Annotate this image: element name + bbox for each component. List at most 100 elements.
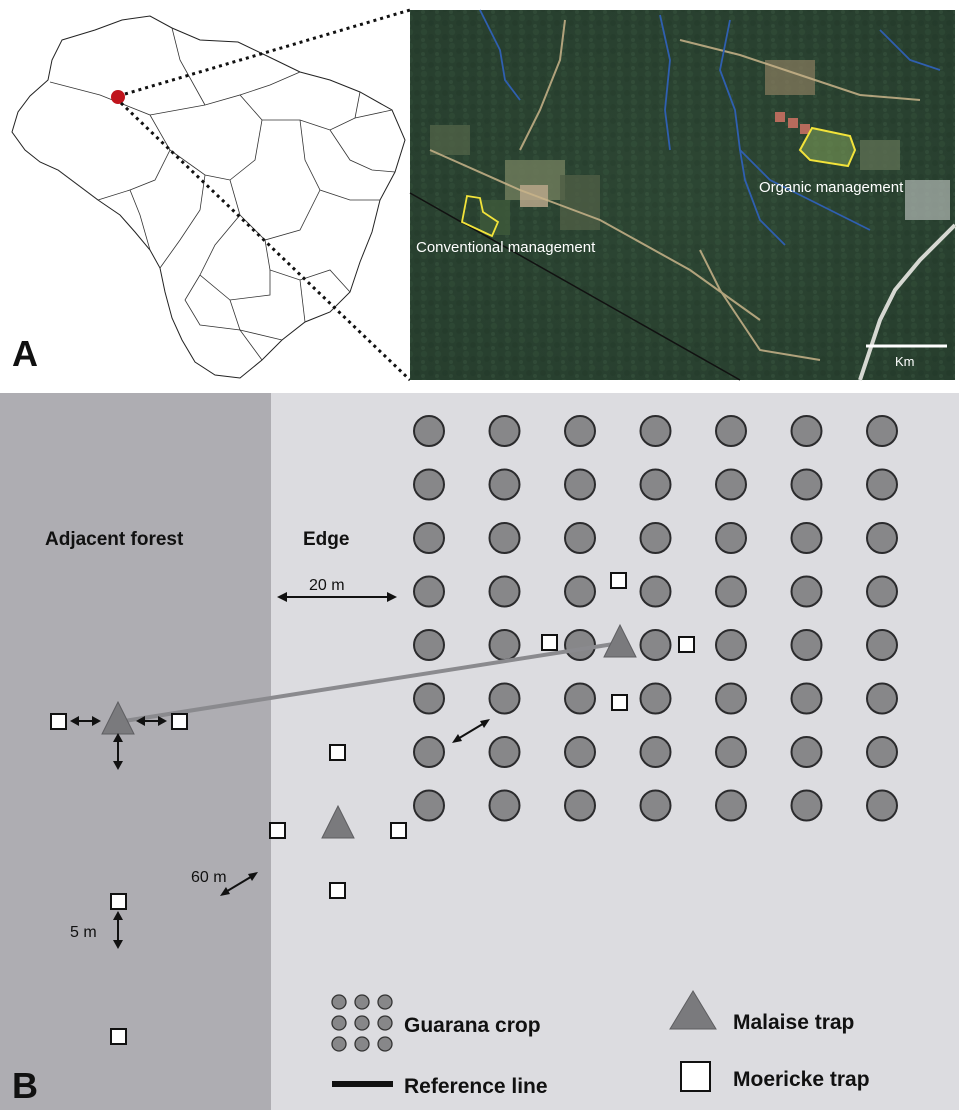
guarana-plant bbox=[715, 629, 747, 661]
moericke-trap bbox=[678, 636, 695, 653]
guarana-plant bbox=[564, 736, 596, 768]
guarana-plant bbox=[564, 522, 596, 554]
field-clearings bbox=[430, 60, 950, 235]
moericke-trap bbox=[110, 1028, 127, 1045]
moericke-trap bbox=[329, 744, 346, 761]
guarana-plant bbox=[715, 736, 747, 768]
panel-a-label: A bbox=[12, 333, 38, 374]
guarana-plant bbox=[413, 575, 445, 608]
guarana-plant bbox=[715, 789, 747, 822]
state-borders bbox=[49, 27, 396, 361]
distance-label-60m: 60 m bbox=[191, 869, 227, 886]
guarana-plant bbox=[715, 682, 747, 715]
guarana-crop-grid bbox=[413, 415, 898, 822]
paved-road bbox=[858, 223, 957, 381]
guarana-plant bbox=[866, 575, 898, 608]
guarana-plant bbox=[564, 682, 596, 715]
distance-label-5m: 5 m bbox=[70, 924, 97, 941]
guarana-plant bbox=[639, 415, 672, 447]
field-zone bbox=[271, 393, 959, 1110]
guarana-plant bbox=[639, 682, 672, 715]
guarana-plant bbox=[866, 682, 898, 715]
guarana-plant bbox=[639, 736, 672, 768]
rivers bbox=[479, 9, 941, 246]
guarana-plant bbox=[715, 415, 747, 447]
guarana-plant bbox=[564, 575, 596, 608]
legend-malaise-symbol bbox=[669, 990, 717, 1030]
malaise-trap bbox=[321, 804, 355, 839]
guarana-plant bbox=[715, 468, 747, 501]
guarana-plant bbox=[564, 629, 596, 661]
distance-arrow-60m bbox=[220, 872, 258, 896]
guarana-plant bbox=[790, 522, 823, 554]
legend-moericke-symbol bbox=[680, 1061, 711, 1092]
conventional-polygon bbox=[460, 194, 500, 238]
legend-crop-label: Guarana crop bbox=[404, 1014, 541, 1037]
moericke-trap bbox=[611, 694, 628, 711]
guarana-plant bbox=[413, 789, 445, 822]
panel-b: Adjacent forest Edge 20 m 60 m bbox=[0, 393, 959, 1110]
guarana-plant bbox=[639, 629, 672, 661]
guarana-plant bbox=[488, 629, 521, 661]
guarana-plant bbox=[413, 682, 445, 715]
transect-spacing-arrow bbox=[452, 719, 490, 743]
guarana-plant bbox=[488, 522, 521, 554]
guarana-plant bbox=[790, 682, 823, 715]
zoom-line-top bbox=[124, 8, 411, 96]
moericke-trap bbox=[50, 713, 67, 730]
dirt-roads bbox=[429, 19, 921, 361]
conventional-label: Conventional management bbox=[416, 239, 596, 256]
guarana-plant bbox=[715, 575, 747, 608]
guarana-plant bbox=[866, 468, 898, 501]
legend-moericke-label: Moericke trap bbox=[733, 1068, 870, 1091]
guarana-plant bbox=[413, 415, 445, 447]
guarana-plant bbox=[639, 789, 672, 822]
guarana-plant bbox=[866, 789, 898, 822]
guarana-plant bbox=[564, 415, 596, 447]
brazil-map bbox=[11, 15, 406, 379]
moericke-trap bbox=[329, 882, 346, 899]
guarana-plant bbox=[488, 682, 521, 715]
guarana-plant bbox=[639, 468, 672, 501]
moericke-trap bbox=[610, 572, 627, 589]
satellite-image: Conventional management Organic manageme… bbox=[409, 9, 957, 381]
legend: Guarana crop Reference line Malaise trap… bbox=[331, 990, 870, 1098]
scale-bar-unit: Km bbox=[895, 354, 915, 369]
study-location-marker bbox=[111, 90, 125, 104]
guarana-plant bbox=[488, 736, 521, 768]
guarana-plant bbox=[488, 415, 521, 447]
guarana-plant bbox=[564, 468, 596, 501]
panel-b-label: B bbox=[12, 1065, 38, 1106]
distance-label-20m: 20 m bbox=[309, 577, 345, 594]
forest-zone-label: Adjacent forest bbox=[45, 529, 184, 550]
organic-label: Organic management bbox=[759, 179, 904, 196]
transect-line bbox=[117, 641, 621, 724]
guarana-plant bbox=[866, 415, 898, 447]
legend-malaise-label: Malaise trap bbox=[733, 1011, 854, 1034]
legend-crop-symbol bbox=[331, 994, 393, 1052]
guarana-plant bbox=[790, 629, 823, 661]
forest-zone bbox=[0, 393, 271, 1110]
organic-polygon bbox=[798, 126, 857, 168]
guarana-plant bbox=[488, 468, 521, 501]
guarana-plant bbox=[413, 468, 445, 501]
legend-reference-line-symbol bbox=[332, 1081, 393, 1087]
moericke-trap bbox=[541, 634, 558, 651]
guarana-plant bbox=[564, 789, 596, 822]
guarana-plant bbox=[413, 522, 445, 554]
guarana-plant bbox=[866, 629, 898, 661]
moericke-trap bbox=[390, 822, 407, 839]
guarana-plant bbox=[488, 575, 521, 608]
guarana-plant bbox=[790, 789, 823, 822]
distance-arrow-20m bbox=[277, 592, 397, 602]
guarana-plant bbox=[488, 789, 521, 822]
edge-zone-label: Edge bbox=[303, 529, 349, 550]
guarana-plant bbox=[413, 629, 445, 661]
guarana-plant bbox=[639, 575, 672, 608]
guarana-plant bbox=[866, 522, 898, 554]
guarana-plant bbox=[790, 415, 823, 447]
guarana-plant bbox=[790, 468, 823, 501]
moericke-trap bbox=[110, 893, 127, 910]
legend-reference-line-label: Reference line bbox=[404, 1075, 548, 1098]
